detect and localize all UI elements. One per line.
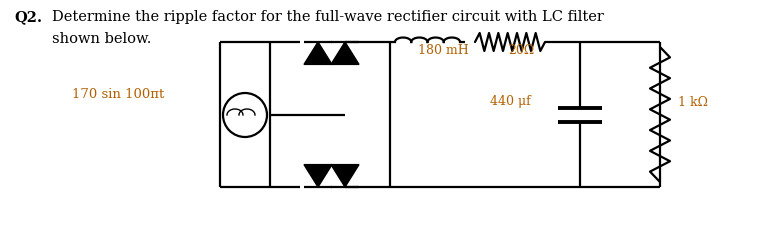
Polygon shape (304, 165, 332, 187)
Text: Determine the ripple factor for the full-wave rectifier circuit with LC filter: Determine the ripple factor for the full… (52, 10, 604, 24)
Text: 180 mH: 180 mH (418, 44, 469, 56)
Polygon shape (331, 165, 359, 187)
Text: 170 sin 100πt: 170 sin 100πt (72, 88, 164, 100)
Text: shown below.: shown below. (52, 32, 151, 46)
Text: 20Ω: 20Ω (508, 44, 535, 56)
Polygon shape (304, 42, 332, 64)
Text: 440 μf: 440 μf (490, 96, 531, 108)
Polygon shape (331, 42, 359, 64)
Text: 1 kΩ: 1 kΩ (678, 96, 708, 108)
Text: Q2.: Q2. (14, 10, 42, 24)
